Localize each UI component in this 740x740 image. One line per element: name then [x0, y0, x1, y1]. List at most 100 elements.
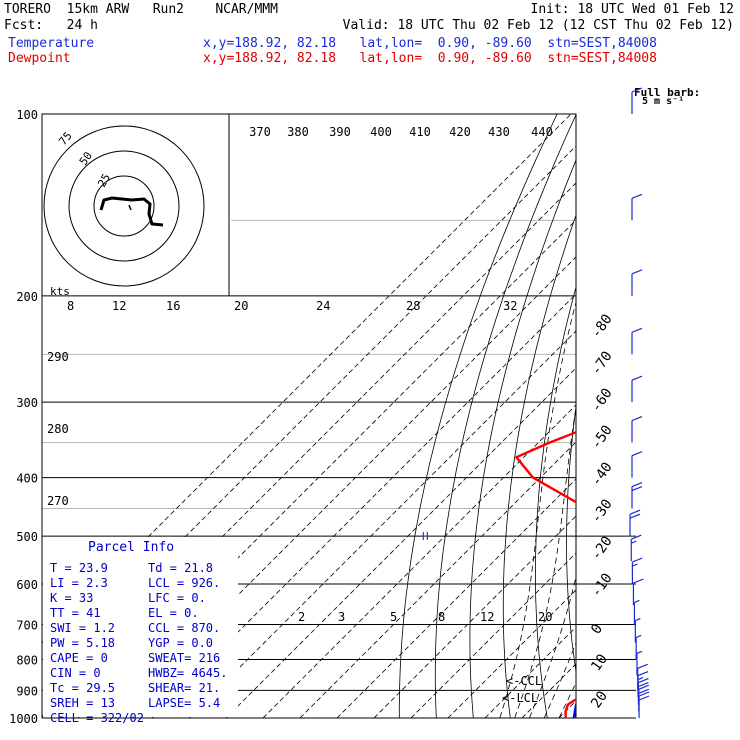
wind-barb-half	[635, 634, 642, 639]
wind-barb	[633, 599, 640, 625]
mixing-ratio-label: 2	[298, 610, 305, 624]
isotherm--50	[299, 441, 576, 718]
wind-barb	[634, 617, 641, 643]
dry-adiabat-280	[502, 214, 576, 718]
isotherm--130	[42, 145, 576, 681]
wind-barb-flag	[637, 663, 648, 669]
moist-adiabat-8	[514, 404, 576, 718]
parcel-info-box	[43, 537, 238, 717]
wind-barb-flag	[638, 688, 649, 694]
pressure-label-400: 400	[16, 472, 38, 486]
dewpoint-label: Dewpoint	[8, 51, 71, 66]
isotherm--110	[77, 219, 576, 718]
isotherm--80	[188, 330, 576, 718]
full-barb-label: Full barb:	[634, 86, 700, 99]
parcel-info-left: TT = 41	[50, 606, 101, 620]
parcel-info-left: PW = 5.18	[50, 636, 115, 650]
wind-barb-flag	[631, 193, 643, 199]
isotherm-30	[596, 114, 740, 718]
theta-left-label: 270	[47, 494, 69, 508]
ccl-label: <-CCL	[506, 674, 542, 688]
pressure-label-1000: 1000	[9, 712, 38, 726]
hodograph-ring-3	[43, 125, 205, 287]
moist-adiabat-16	[543, 641, 576, 718]
pressure-label-900: 900	[16, 684, 38, 698]
temp-tick-label: -10	[588, 570, 616, 600]
temp-tick-label: 10	[588, 651, 611, 674]
dry-adiabat-310	[597, 114, 672, 718]
hodograph-trace	[99, 196, 164, 227]
mixing-ratio-label: 8	[438, 610, 445, 624]
wind-barb	[631, 416, 643, 443]
lcl-label: <-LCL	[502, 691, 538, 705]
moist-adiabat-32	[603, 114, 740, 718]
wind-barb-flag	[631, 269, 643, 275]
isotherm-50	[670, 114, 740, 718]
parcel-info-left: CIN = 0	[50, 666, 101, 680]
wind-barb	[631, 481, 643, 509]
parcel-info-left: SREH = 13	[50, 696, 115, 710]
theta-label: 410	[409, 125, 431, 139]
hodograph-ring-label: 25	[95, 172, 113, 190]
pressure-label-800: 800	[16, 653, 38, 667]
isotherm-10	[521, 663, 576, 718]
temp-tick-label: 20	[588, 688, 611, 711]
wind-barb-half	[636, 650, 643, 654]
isotherm--100	[114, 256, 576, 718]
plot-area	[42, 114, 740, 718]
wind-barb	[637, 663, 648, 691]
wind-barb-flag	[633, 578, 644, 584]
isotherm--120	[42, 182, 576, 718]
theta-label: 380	[287, 125, 309, 139]
wind-barb-flag	[631, 481, 643, 488]
forecast-hour: Fcst: 24 h	[4, 18, 98, 33]
wind-barb	[635, 634, 642, 660]
theta-label: 440	[531, 125, 553, 139]
hodograph-scale-label: 8	[67, 299, 74, 313]
parcel-info-title: Parcel Info	[88, 540, 174, 555]
wind-barb	[630, 534, 642, 562]
hodograph-scale-label: 16	[166, 299, 180, 313]
mixing-ratio-label: 12	[480, 610, 494, 624]
mixing-ratio-label: 3	[338, 610, 345, 624]
pressure-label-500: 500	[16, 530, 38, 544]
temp-tick-label: -80	[588, 311, 616, 341]
valid-time: Valid: 18 UTC Thu 02 Feb 12 (12 CST Thu …	[342, 18, 734, 33]
parcel-info-left: Tc = 29.5	[50, 681, 115, 695]
theta-label: 420	[449, 125, 471, 139]
temp-tick-label: -50	[588, 422, 616, 452]
isotherm--90	[151, 293, 576, 718]
hodograph-background	[43, 115, 231, 295]
wind-barb-flag	[629, 509, 641, 515]
wind-barb-flag	[631, 87, 643, 93]
dewpoint-info: x,y=188.92, 82.18 lat,lon= 0.90, -89.60 …	[203, 51, 657, 66]
wind-barb-half	[635, 617, 641, 622]
wind-barb-flag	[631, 416, 643, 422]
wind-barb-flag	[638, 691, 650, 697]
wind-barb-flag	[638, 677, 649, 684]
temp-tick-label: -70	[588, 348, 616, 378]
isotherm--140	[42, 114, 572, 644]
parcel-info-right: Td = 21.8	[148, 561, 213, 575]
wind-barb-flag	[632, 557, 643, 563]
dry-adiabat-250	[398, 114, 558, 718]
hodograph-scale-label: 32	[503, 299, 517, 313]
isotherm-20	[558, 700, 576, 718]
hodograph-ring-2	[68, 150, 180, 262]
wind-barb-flag	[631, 485, 643, 492]
wind-barb	[631, 87, 643, 114]
dewpoint-profile-line	[515, 430, 576, 718]
temp-tick-label: -40	[588, 459, 616, 489]
wind-barb-half	[631, 540, 637, 544]
temp-tick-label: 0	[588, 621, 606, 637]
dry-adiabat-330	[654, 114, 710, 718]
parcel-marker: H	[422, 530, 429, 543]
isotherm--30	[373, 515, 576, 718]
wind-barb	[632, 578, 644, 605]
theta-label: 430	[488, 125, 510, 139]
dry-adiabat-340	[681, 114, 732, 718]
temperature-info: x,y=188.92, 82.18 lat,lon= 0.90, -89.60 …	[203, 36, 657, 51]
parcel-info-right: LAPSE= 5.4	[148, 696, 220, 710]
wind-barb-half	[637, 676, 644, 681]
